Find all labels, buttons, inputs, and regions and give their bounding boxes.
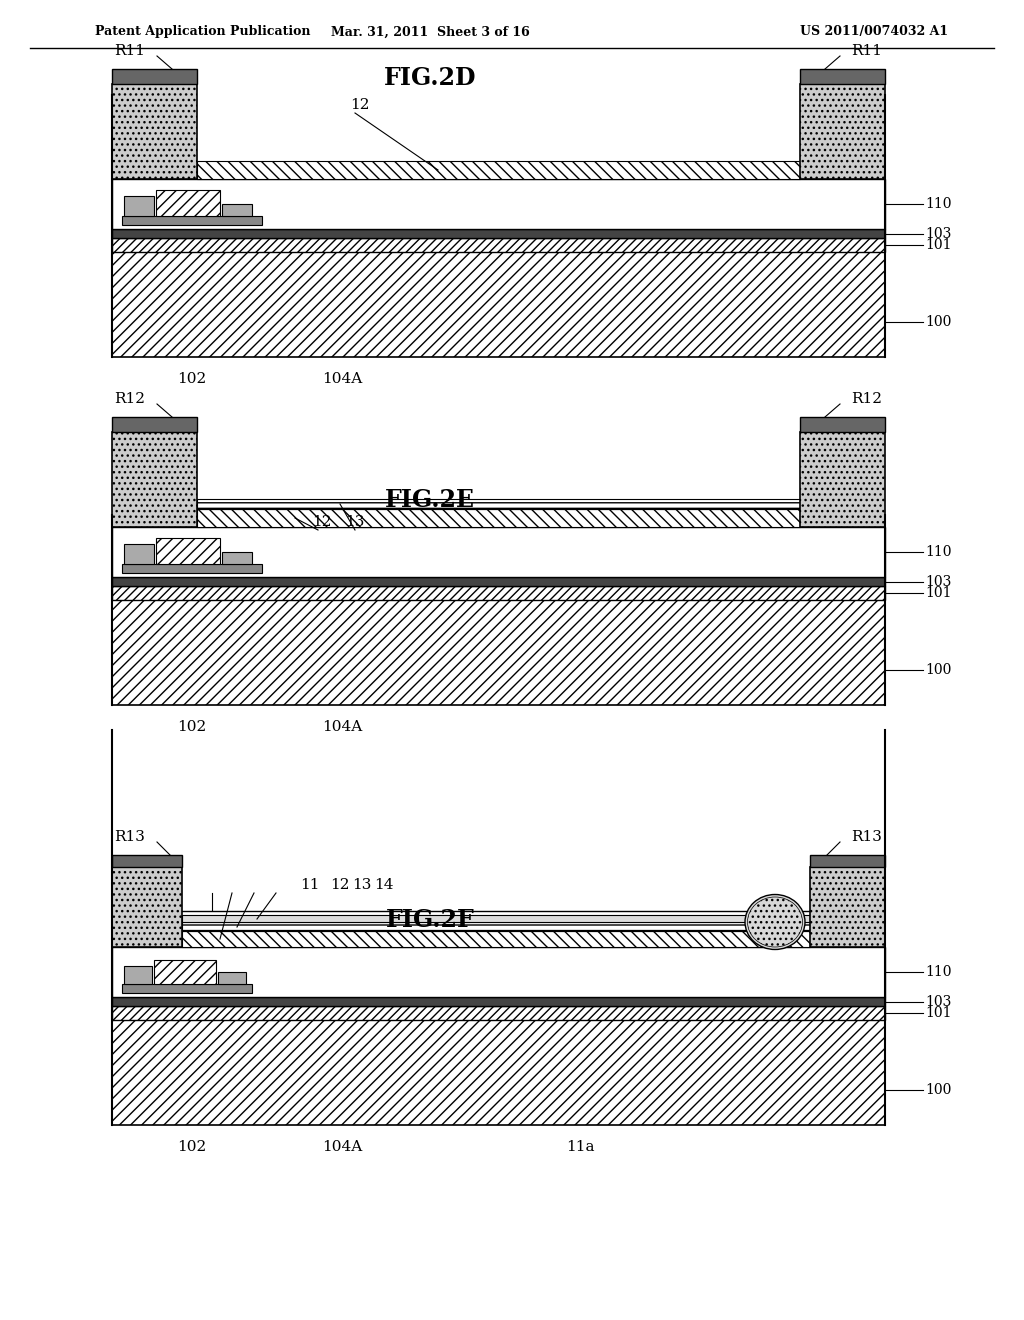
Bar [112, 180, 885, 228]
Bar [122, 216, 262, 224]
Bar [112, 527, 885, 577]
Text: FIG.2E: FIG.2E [385, 488, 475, 512]
Text: 102: 102 [177, 372, 207, 385]
Text: 11: 11 [300, 878, 319, 892]
Bar [112, 855, 182, 867]
Bar [124, 195, 154, 216]
Bar [182, 921, 810, 931]
Bar [112, 586, 885, 601]
Text: 110: 110 [925, 545, 951, 558]
Text: FIG.2D: FIG.2D [384, 66, 476, 90]
Text: 103: 103 [925, 227, 951, 240]
Bar [156, 190, 220, 216]
Text: 13: 13 [352, 878, 372, 892]
Bar [112, 867, 182, 946]
Text: R11: R11 [115, 44, 145, 58]
Bar [218, 972, 246, 983]
Text: 103: 103 [925, 574, 951, 589]
Bar [197, 510, 800, 527]
Bar [222, 552, 252, 564]
Text: US 2011/0074032 A1: US 2011/0074032 A1 [800, 25, 948, 38]
Text: 13: 13 [345, 515, 365, 529]
Text: R13: R13 [852, 830, 883, 843]
Text: 104A: 104A [322, 372, 362, 385]
Text: 100: 100 [925, 663, 951, 677]
Text: Patent Application Publication: Patent Application Publication [95, 25, 310, 38]
Bar [156, 539, 220, 564]
Text: 104A: 104A [322, 1140, 362, 1154]
Text: 12: 12 [312, 515, 332, 529]
Bar [197, 499, 800, 510]
Text: 102: 102 [177, 719, 207, 734]
Text: 101: 101 [925, 1006, 951, 1020]
Text: 102: 102 [177, 1140, 207, 1154]
Bar [800, 417, 885, 432]
Bar [112, 84, 197, 180]
Bar [112, 432, 197, 527]
Text: R12: R12 [852, 392, 883, 407]
Bar [222, 205, 252, 216]
Bar [112, 946, 885, 997]
Text: 103: 103 [925, 994, 951, 1008]
Text: 110: 110 [925, 965, 951, 979]
Text: 100: 100 [925, 1082, 951, 1097]
Text: R12: R12 [115, 392, 145, 407]
Text: 14: 14 [374, 878, 394, 892]
Text: 104A: 104A [322, 719, 362, 734]
Bar [112, 577, 885, 586]
Text: 100: 100 [925, 315, 951, 329]
Text: 101: 101 [925, 586, 951, 601]
Text: R13: R13 [115, 830, 145, 843]
Bar [112, 1020, 885, 1125]
Text: FIG.2F: FIG.2F [386, 908, 474, 932]
Bar [112, 1006, 885, 1020]
Bar [112, 238, 885, 252]
Bar [810, 867, 885, 946]
Bar [122, 983, 252, 993]
Text: 12: 12 [350, 98, 370, 112]
Bar [112, 228, 885, 238]
Text: 101: 101 [925, 238, 951, 252]
Bar [124, 544, 154, 564]
Bar [800, 84, 885, 180]
Ellipse shape [745, 895, 805, 949]
Bar [182, 931, 810, 946]
Bar [810, 855, 885, 867]
Bar [112, 997, 885, 1006]
Text: 12: 12 [331, 878, 350, 892]
Bar [154, 960, 216, 983]
Bar [124, 966, 152, 983]
Text: R11: R11 [852, 44, 883, 58]
Bar [112, 601, 885, 705]
Text: Mar. 31, 2011  Sheet 3 of 16: Mar. 31, 2011 Sheet 3 of 16 [331, 25, 529, 38]
Bar [112, 252, 885, 356]
Bar [122, 564, 262, 573]
Text: 11a: 11a [565, 1140, 594, 1154]
Bar [800, 432, 885, 527]
Bar [182, 915, 810, 921]
Bar [112, 417, 197, 432]
Bar [197, 161, 800, 180]
Bar [800, 69, 885, 84]
Bar [112, 69, 197, 84]
Text: 110: 110 [925, 197, 951, 211]
